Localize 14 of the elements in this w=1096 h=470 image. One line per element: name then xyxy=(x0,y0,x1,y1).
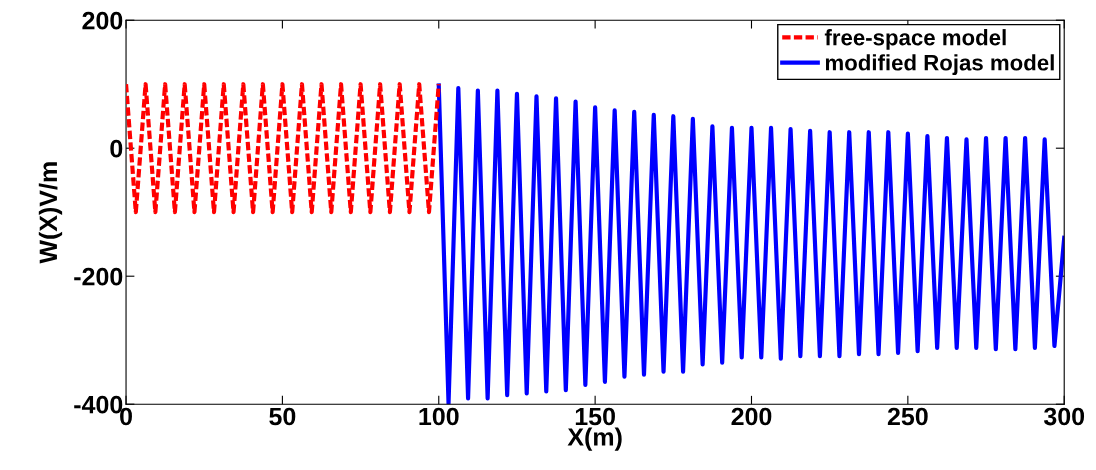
x-axis-title: X(m) xyxy=(567,427,622,451)
x-tick-label: 150 xyxy=(575,407,615,426)
line-series xyxy=(436,83,1065,405)
y-axis-title: W(X)V/m xyxy=(38,162,63,264)
x-tick-label: 300 xyxy=(1043,407,1085,426)
y-tick-label: -200 xyxy=(74,267,123,286)
y-tick-label: 200 xyxy=(82,11,123,30)
x-tick-label: 250 xyxy=(887,407,928,426)
x-tick-label: 50 xyxy=(269,407,296,426)
legend-label: free-space model xyxy=(824,29,1006,50)
legend-label: modified Rojas model xyxy=(825,54,1054,75)
x-tick-label: 200 xyxy=(731,407,772,426)
y-tick-label: 0 xyxy=(110,139,123,158)
x-tick-label: 100 xyxy=(419,407,459,426)
